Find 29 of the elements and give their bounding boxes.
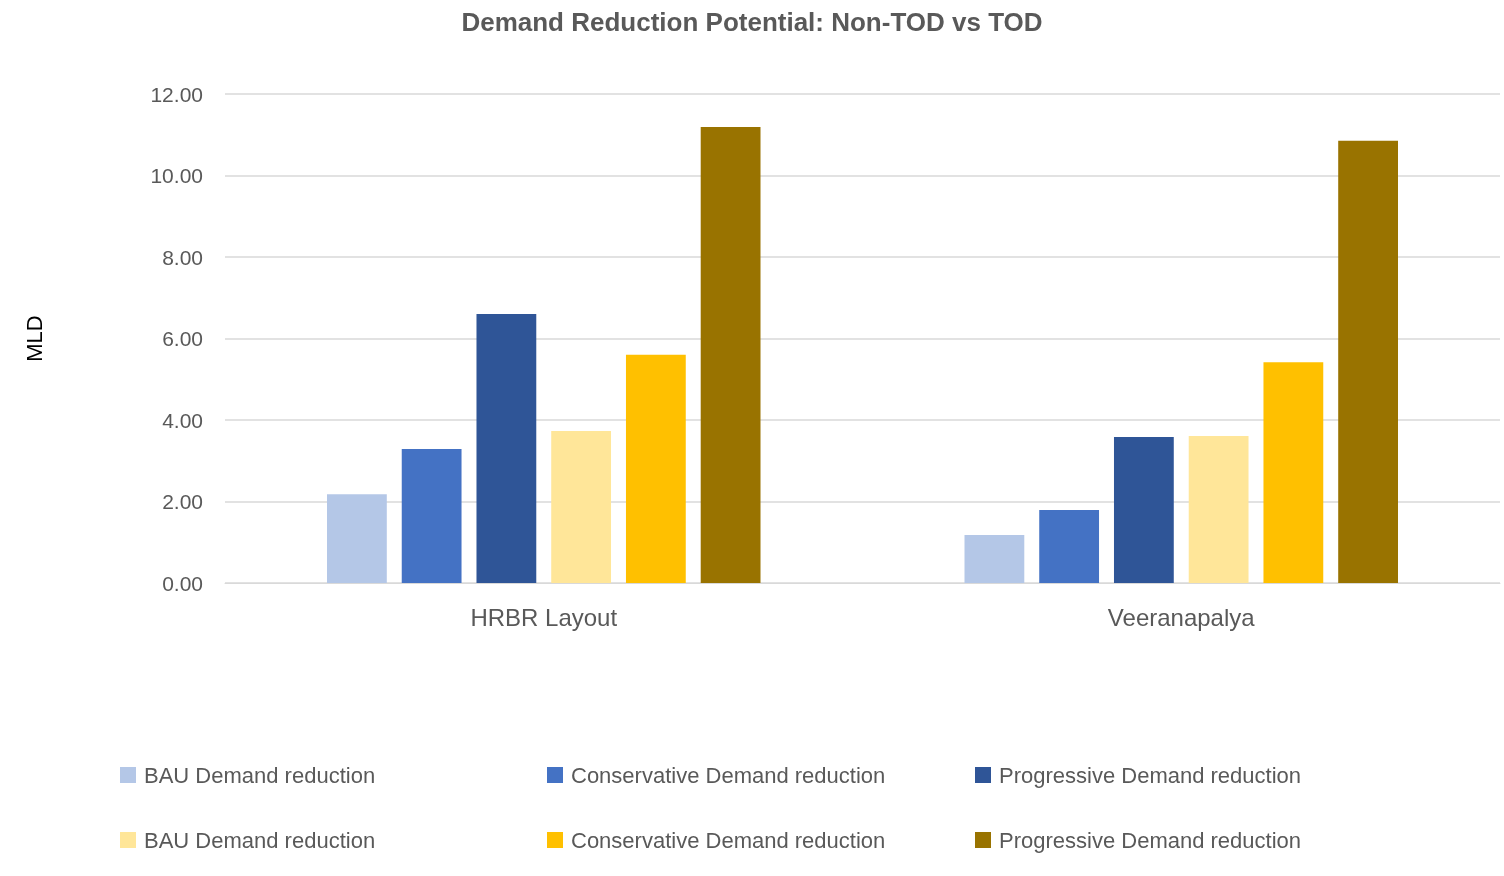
bar [964,534,1025,583]
y-tick-label: 4.00 [162,408,203,432]
bar [700,127,761,583]
y-tick-label: 0.00 [162,571,203,595]
x-tick-label: Veeranapalya [1107,603,1256,631]
bar [1263,362,1324,583]
y-axis-title: MLD [21,315,47,362]
bar [551,431,612,583]
bar [476,314,537,583]
y-tick-label: 10.00 [150,164,203,187]
x-tick-label: HRBR Layout [470,603,618,631]
legend-label: Progressive Demand reduction [999,762,1302,788]
legend-label: BAU Demand reduction [144,827,376,853]
legend-label: Progressive Demand reduction [999,827,1302,853]
bar [625,354,686,583]
legend-label: BAU Demand reduction [144,762,376,788]
chart-title: Demand Reduction Potential: Non-TOD vs TOD [461,7,1043,37]
bar [1039,510,1100,583]
legend-label: Conservative Demand reduction [571,762,886,788]
bar [1338,140,1398,583]
y-tick-label: 8.00 [162,245,203,269]
y-tick-label: 2.00 [162,490,203,513]
bar [1113,437,1174,583]
y-tick-label: 12.00 [150,82,203,106]
bar [401,448,462,583]
bar [1188,435,1249,583]
legend-label: Conservative Demand reduction [571,827,886,853]
bar [327,494,387,583]
y-tick-label: 6.00 [162,327,203,350]
